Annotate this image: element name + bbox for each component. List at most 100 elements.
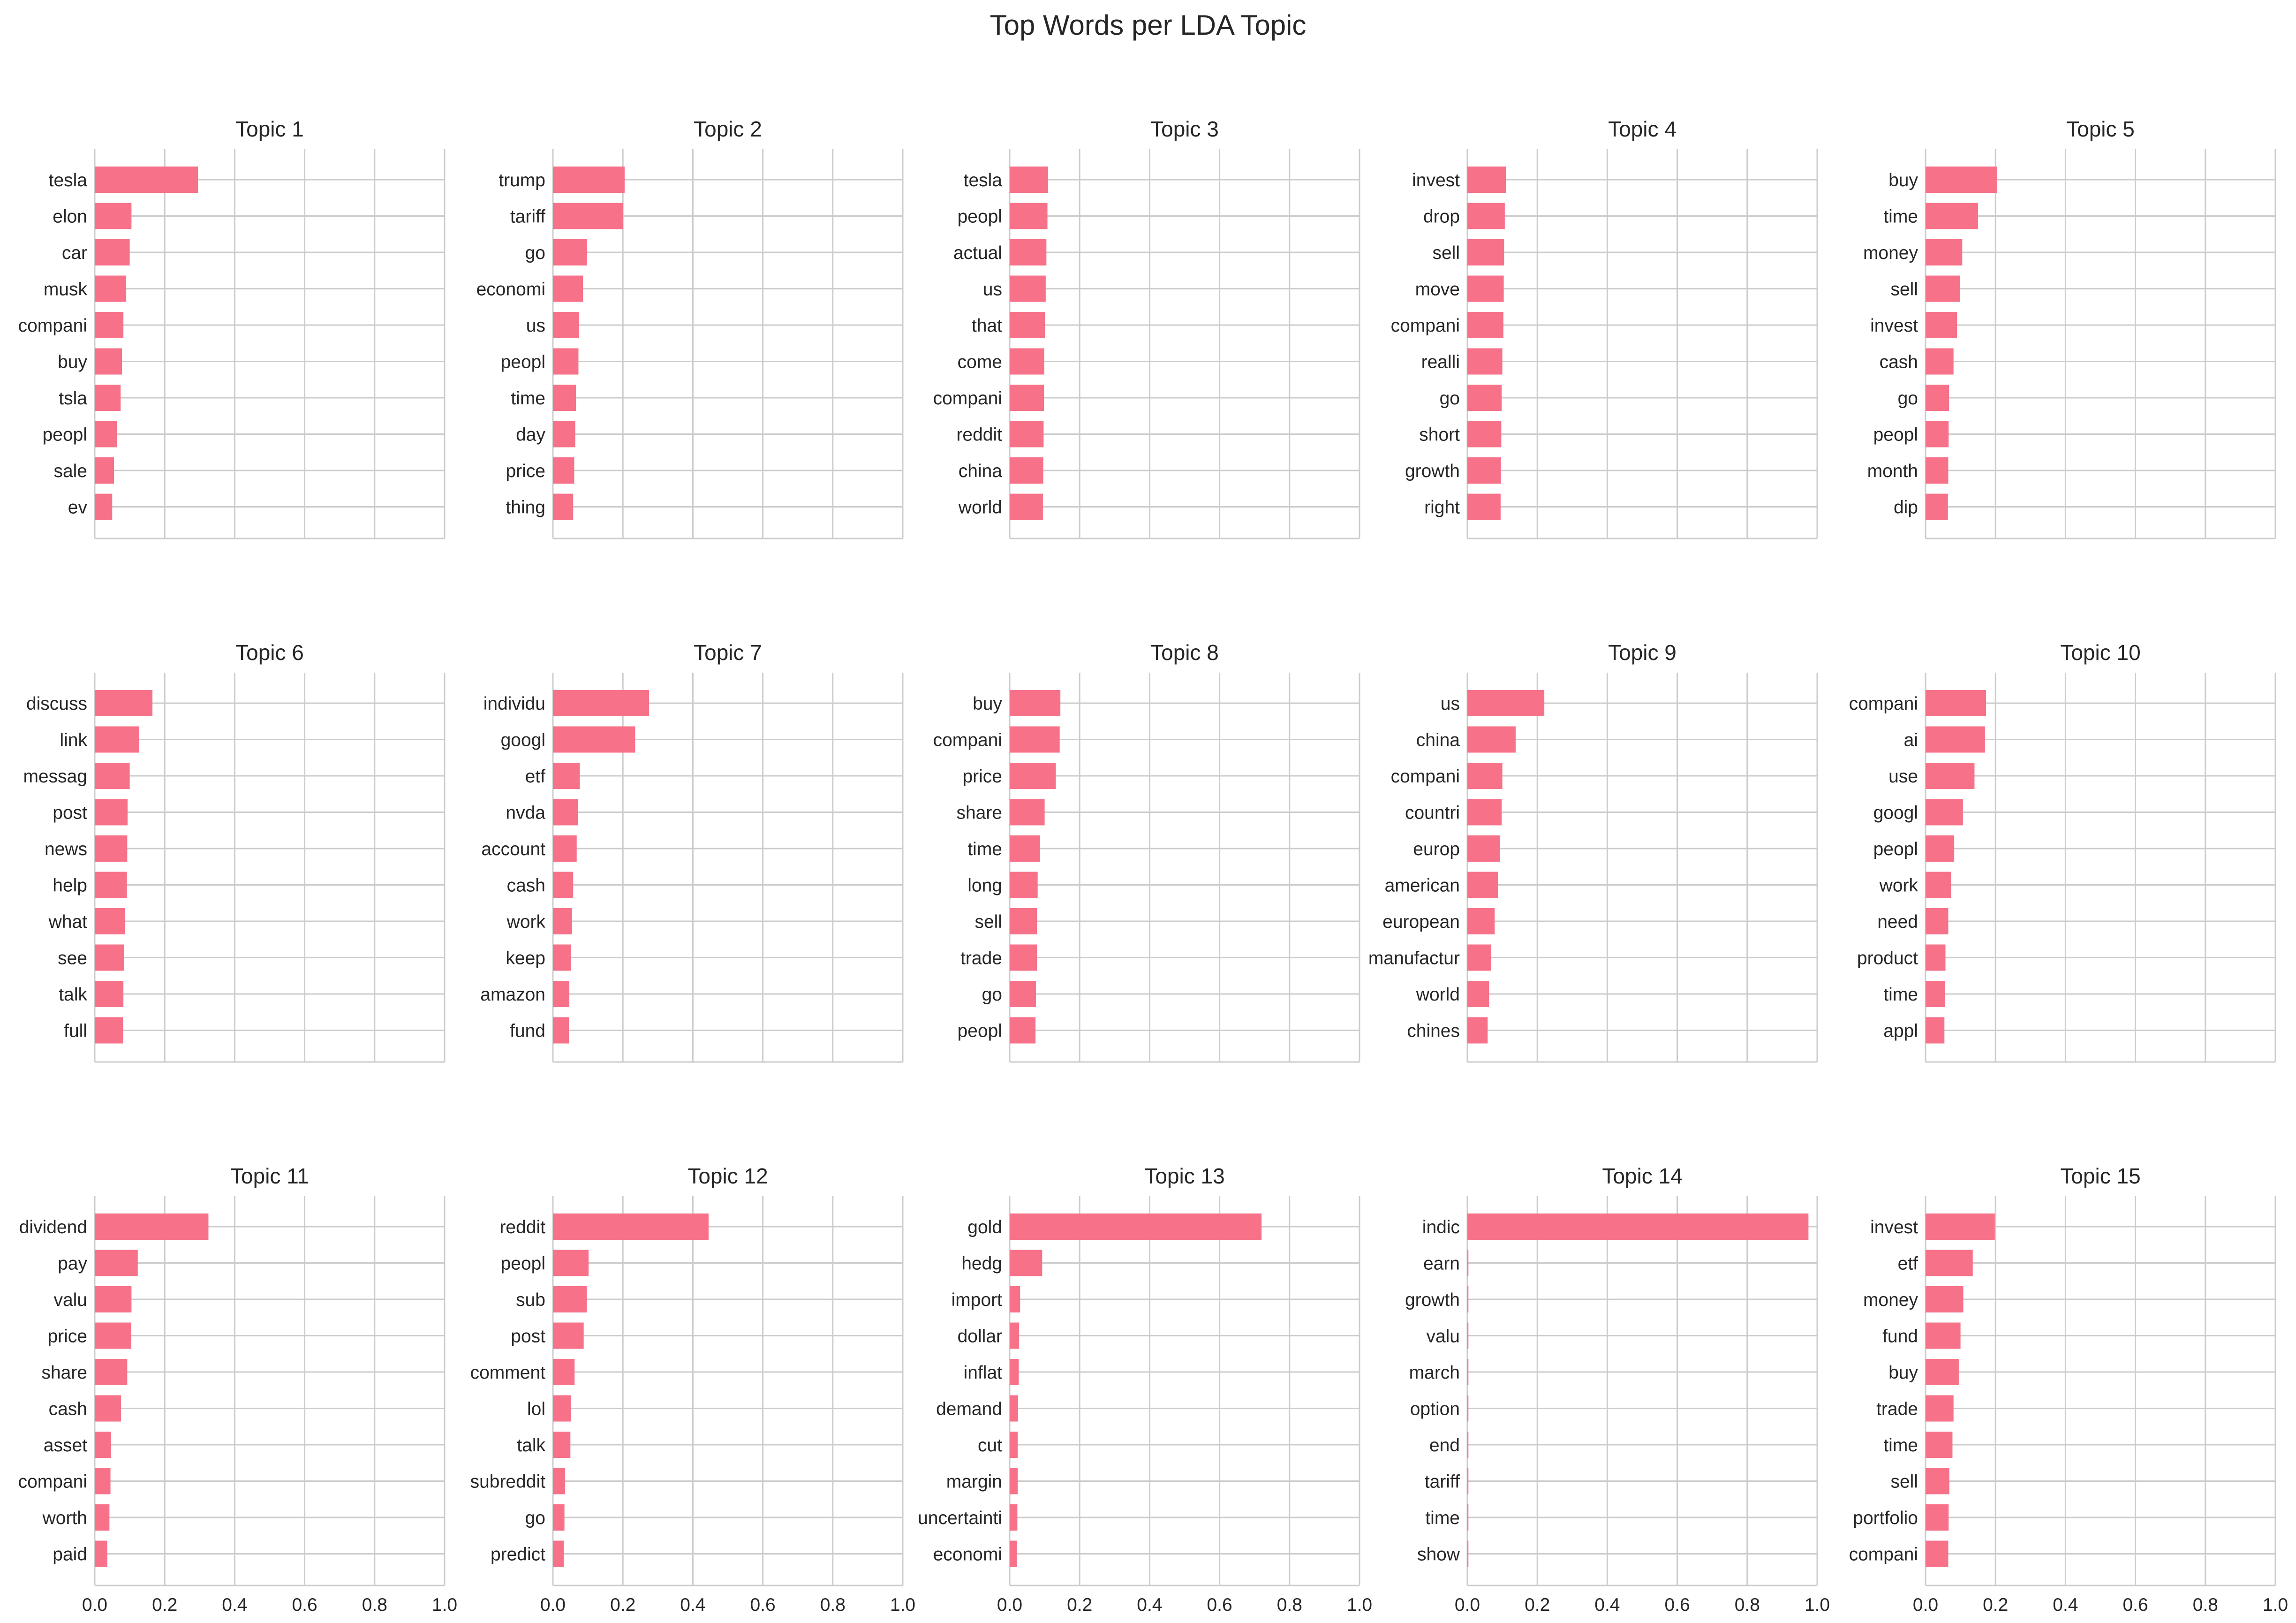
panel-title: Topic 11	[230, 1164, 309, 1188]
y-tick-label: compani	[1849, 1545, 1918, 1565]
bar	[1010, 835, 1040, 862]
panel-title: Topic 5	[2066, 117, 2135, 141]
y-tick-label: sell	[1890, 1472, 1918, 1492]
bar	[1010, 348, 1044, 375]
bar	[553, 1322, 584, 1349]
y-tick-label: amazon	[480, 985, 545, 1005]
bar	[95, 835, 128, 862]
y-tick-label: sell	[1890, 280, 1918, 300]
figure-title: Top Words per LDA Topic	[990, 9, 1307, 41]
topic-panel: Topic 4 invest drop sell move compani realli go…	[1391, 117, 1818, 539]
y-tick-label: sale	[53, 461, 87, 481]
y-tick-label: news	[45, 839, 87, 859]
bar	[1467, 1286, 1469, 1312]
x-tick-label: 0.0	[1455, 1595, 1480, 1615]
y-tick-label: account	[481, 839, 545, 859]
x-tick-label: 0.6	[1207, 1595, 1232, 1615]
bar	[1467, 1395, 1469, 1422]
y-tick-label: full	[64, 1021, 87, 1041]
y-tick-label: buy	[973, 694, 1002, 714]
bar	[1926, 493, 1948, 520]
bar	[95, 239, 130, 265]
y-tick-label: european	[1382, 912, 1460, 932]
y-tick-label: reddit	[499, 1217, 545, 1237]
x-tick-label: 0.2	[152, 1595, 177, 1615]
bar	[95, 1359, 128, 1385]
y-tick-label: product	[1857, 948, 1918, 969]
y-tick-label: comment	[470, 1363, 546, 1383]
bar	[1467, 421, 1502, 447]
y-tick-label: tesla	[49, 170, 88, 190]
bar	[1010, 1250, 1042, 1276]
bar	[1926, 1504, 1949, 1531]
bar	[1926, 385, 1949, 411]
y-tick-label: show	[1417, 1545, 1460, 1565]
bar	[1467, 239, 1504, 265]
bar	[1467, 1359, 1469, 1385]
bar	[1926, 726, 1985, 753]
bar	[1926, 944, 1946, 971]
bar	[95, 167, 198, 193]
bar	[1467, 203, 1505, 229]
y-tick-label: subreddit	[470, 1472, 546, 1492]
bar	[553, 1286, 587, 1312]
bar	[1926, 203, 1978, 229]
y-tick-label: lol	[527, 1399, 545, 1419]
y-tick-label: go	[525, 243, 545, 263]
bar	[1926, 690, 1986, 716]
y-tick-label: help	[53, 876, 87, 896]
y-tick-label: import	[952, 1290, 1003, 1310]
y-tick-label: uncertainti	[918, 1508, 1002, 1528]
y-tick-label: cash	[49, 1399, 87, 1419]
bar	[553, 421, 575, 447]
y-tick-label: that	[972, 316, 1002, 336]
x-tick-label: 0.8	[820, 1595, 846, 1615]
y-tick-label: reddit	[956, 425, 1002, 445]
y-tick-label: thing	[506, 498, 545, 518]
y-tick-label: cut	[978, 1435, 1002, 1456]
y-tick-label: cash	[507, 876, 545, 896]
bar	[553, 1359, 575, 1385]
y-tick-label: buy	[1888, 1363, 1918, 1383]
x-tick-label: 0.2	[1525, 1595, 1550, 1615]
bar	[1926, 1286, 1964, 1312]
y-tick-label: time	[1883, 1435, 1918, 1456]
bar	[1010, 457, 1043, 484]
bar	[1926, 239, 1963, 265]
panel-title: Topic 1	[235, 117, 304, 141]
bar	[553, 908, 573, 934]
bar	[1926, 835, 1955, 862]
bar	[95, 1322, 131, 1349]
y-tick-label: peopl	[1873, 839, 1918, 859]
bar	[95, 421, 117, 447]
bar	[1010, 1395, 1018, 1422]
x-tick-label: 0.0	[1913, 1595, 1938, 1615]
bar	[1467, 1432, 1469, 1458]
bar	[553, 312, 579, 338]
bar	[1926, 1359, 1959, 1385]
y-tick-label: keep	[506, 948, 545, 969]
x-tick-label: 0.2	[1983, 1595, 2008, 1615]
y-tick-label: dividend	[19, 1217, 87, 1237]
bar	[1926, 348, 1954, 375]
bar	[1467, 1322, 1469, 1349]
y-tick-label: appl	[1883, 1021, 1918, 1041]
y-tick-label: valu	[53, 1290, 87, 1310]
y-tick-label: etf	[1898, 1254, 1918, 1274]
bar	[1010, 1540, 1017, 1567]
y-tick-label: work	[1879, 876, 1918, 896]
bar	[1926, 457, 1949, 484]
bar	[95, 348, 122, 375]
x-tick-label: 1.0	[432, 1595, 457, 1615]
bar	[553, 1395, 571, 1422]
bar	[95, 690, 153, 716]
y-tick-label: go	[982, 985, 1002, 1005]
y-tick-label: end	[1429, 1435, 1460, 1456]
y-tick-label: short	[1419, 425, 1460, 445]
y-tick-label: peopl	[501, 1254, 545, 1274]
y-tick-label: hedg	[961, 1254, 1002, 1274]
bar	[1926, 1322, 1961, 1349]
y-tick-label: time	[511, 388, 545, 409]
bar	[95, 203, 132, 229]
y-tick-label: compani	[1391, 766, 1460, 787]
